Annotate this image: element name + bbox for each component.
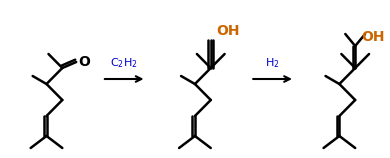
Text: H$_2$: H$_2$ xyxy=(265,56,280,70)
Text: C$_2$H$_2$: C$_2$H$_2$ xyxy=(110,56,138,70)
Text: OH: OH xyxy=(217,24,240,38)
Text: OH: OH xyxy=(361,30,385,44)
Text: O: O xyxy=(78,55,90,69)
